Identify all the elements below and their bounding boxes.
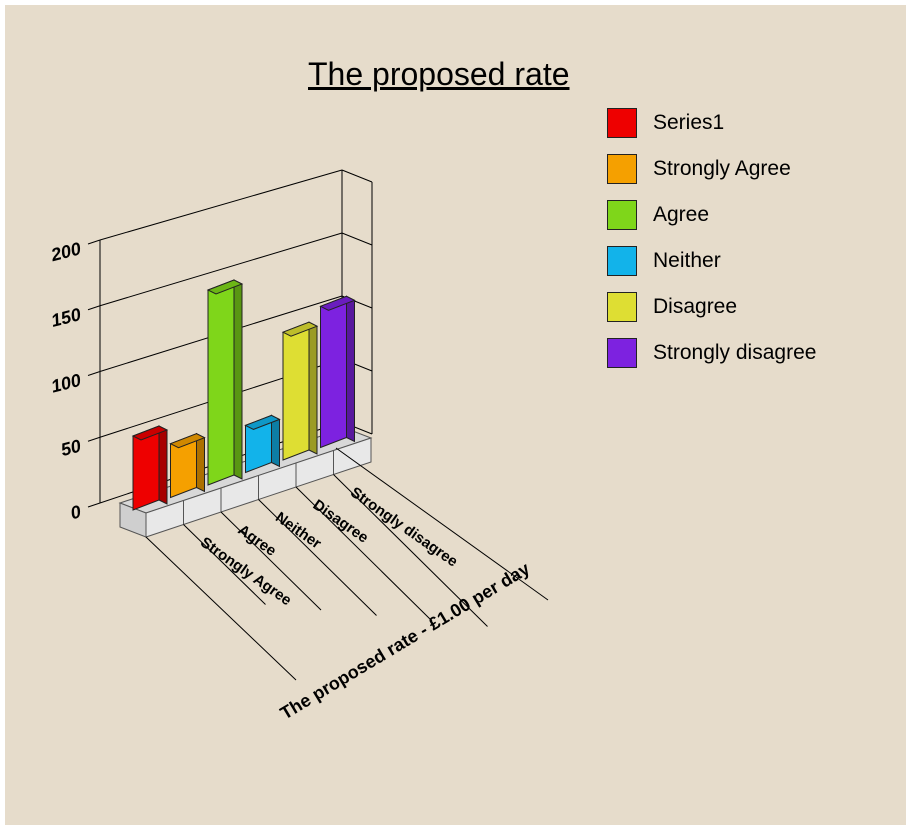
chart-frame	[5, 5, 906, 825]
gridline-side	[341, 232, 373, 246]
y-tick	[87, 502, 101, 508]
bar-strongly-disagree	[319, 295, 356, 449]
legend-label: Series1	[653, 111, 725, 134]
x-axis-title: The proposed rate - £1.00 per day	[277, 558, 533, 723]
legend-item: Strongly Agree	[607, 146, 816, 192]
legend-swatch	[607, 154, 637, 184]
y-tick	[87, 371, 101, 376]
y-tick	[87, 239, 101, 245]
legend-swatch	[607, 108, 637, 138]
y-tick-label: 50	[59, 436, 83, 460]
y-tick-label: 150	[49, 304, 83, 331]
y-tick	[87, 305, 101, 311]
bar-neither	[244, 414, 281, 474]
category-guide	[258, 499, 377, 616]
gridline-side	[341, 169, 373, 183]
legend-swatch	[607, 200, 637, 230]
chart-legend: Series1 Strongly Agree Agree Neither Disagre…	[607, 100, 816, 376]
legend-item: Neither	[607, 238, 816, 284]
category-guide	[333, 474, 488, 627]
gridline	[99, 232, 343, 307]
legend-label: Neither	[653, 249, 721, 272]
bar-series1	[131, 425, 169, 511]
category-guide	[220, 511, 322, 611]
legend-label: Strongly disagree	[653, 341, 817, 364]
legend-item: Series1	[607, 100, 816, 146]
category-label: Agree	[235, 521, 280, 559]
legend-label: Strongly Agree	[653, 157, 791, 180]
legend-label: Disagree	[653, 295, 738, 318]
category-label: Strongly Agree	[197, 534, 294, 609]
depth-axis	[145, 536, 297, 681]
y-tick-label: 100	[49, 370, 83, 397]
legend-item: Disagree	[607, 284, 816, 330]
y-tick-label: 200	[48, 238, 83, 265]
category-guide	[295, 486, 433, 622]
gridline	[99, 169, 343, 241]
depth-axis-far	[335, 447, 549, 601]
y-tick	[87, 436, 101, 442]
legend-label: Agree	[653, 203, 710, 226]
bar-agree	[206, 279, 244, 486]
category-label: Neither	[272, 509, 324, 553]
legend-item: Strongly disagree	[607, 330, 816, 376]
chart-title: The proposed rate	[308, 56, 570, 92]
legend-swatch	[607, 246, 637, 276]
bar-strongly-agree	[169, 432, 206, 499]
y-tick-label: 0	[68, 501, 83, 523]
legend-item: Agree	[607, 192, 816, 238]
legend-swatch	[607, 338, 637, 368]
bar-disagree	[281, 321, 319, 461]
legend-swatch	[607, 292, 637, 322]
category-guide	[183, 524, 266, 605]
